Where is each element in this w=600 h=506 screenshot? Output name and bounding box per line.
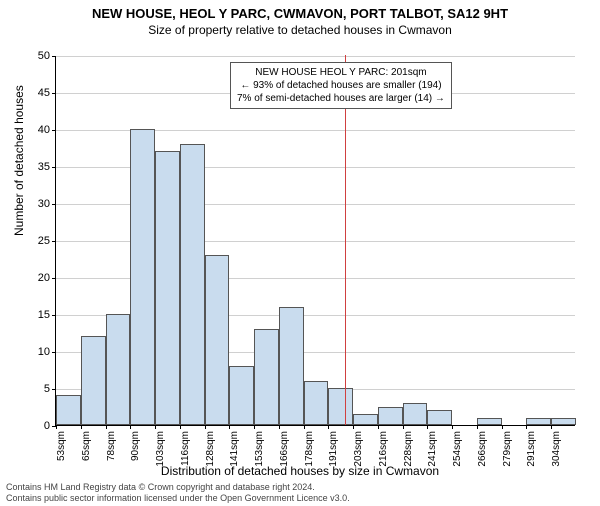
xtick-label: 166sqm	[279, 431, 290, 467]
ytick-mark	[52, 130, 56, 131]
xtick-label: 228sqm	[403, 431, 414, 467]
footer-line1: Contains HM Land Registry data © Crown c…	[6, 482, 350, 493]
x-axis-label: Distribution of detached houses by size …	[0, 464, 600, 478]
xtick-label: 216sqm	[378, 431, 389, 467]
xtick-mark	[205, 425, 206, 429]
ytick-mark	[52, 278, 56, 279]
xtick-mark	[452, 425, 453, 429]
info-line2: ← 93% of detached houses are smaller (19…	[237, 79, 445, 92]
footer-line2: Contains public sector information licen…	[6, 493, 350, 504]
ytick-mark	[52, 56, 56, 57]
chart-area: 0510152025303540455053sqm65sqm78sqm90sqm…	[55, 56, 575, 426]
xtick-label: 241sqm	[427, 431, 438, 467]
ytick-label: 35	[38, 161, 50, 173]
ytick-label: 50	[38, 50, 50, 62]
xtick-label: 178sqm	[304, 431, 315, 467]
xtick-mark	[477, 425, 478, 429]
xtick-label: 116sqm	[180, 431, 191, 466]
xtick-label: 279sqm	[502, 431, 513, 467]
bar	[526, 418, 551, 425]
xtick-label: 128sqm	[205, 431, 216, 467]
ytick-label: 25	[38, 235, 50, 247]
xtick-label: 203sqm	[353, 431, 364, 467]
bar	[229, 366, 254, 425]
xtick-mark	[81, 425, 82, 429]
ytick-label: 5	[44, 383, 50, 395]
bar	[328, 388, 353, 425]
plot: 0510152025303540455053sqm65sqm78sqm90sqm…	[55, 56, 575, 426]
xtick-label: 304sqm	[551, 431, 562, 467]
xtick-mark	[279, 425, 280, 429]
info-box: NEW HOUSE HEOL Y PARC: 201sqm← 93% of de…	[230, 62, 452, 109]
bar	[403, 403, 428, 425]
xtick-mark	[427, 425, 428, 429]
xtick-mark	[328, 425, 329, 429]
footer: Contains HM Land Registry data © Crown c…	[6, 482, 350, 504]
xtick-mark	[130, 425, 131, 429]
xtick-mark	[229, 425, 230, 429]
xtick-mark	[56, 425, 57, 429]
bar	[205, 255, 230, 425]
xtick-mark	[378, 425, 379, 429]
ytick-label: 10	[38, 346, 50, 358]
xtick-label: 254sqm	[452, 431, 463, 467]
bar	[130, 129, 155, 425]
ytick-mark	[52, 315, 56, 316]
bar	[353, 414, 378, 425]
xtick-label: 153sqm	[254, 431, 265, 467]
ytick-label: 45	[38, 87, 50, 99]
xtick-label: 191sqm	[328, 431, 339, 467]
bar	[378, 407, 403, 426]
xtick-mark	[304, 425, 305, 429]
xtick-mark	[353, 425, 354, 429]
page-title: NEW HOUSE, HEOL Y PARC, CWMAVON, PORT TA…	[0, 6, 600, 21]
reference-line	[345, 55, 346, 425]
ytick-mark	[52, 204, 56, 205]
xtick-mark	[180, 425, 181, 429]
xtick-label: 90sqm	[130, 431, 141, 461]
xtick-label: 291sqm	[526, 431, 537, 467]
bar	[155, 151, 180, 425]
xtick-mark	[106, 425, 107, 429]
ytick-mark	[52, 389, 56, 390]
xtick-label: 65sqm	[81, 431, 92, 461]
ytick-mark	[52, 93, 56, 94]
xtick-label: 141sqm	[229, 431, 240, 467]
xtick-mark	[254, 425, 255, 429]
bar	[81, 336, 106, 425]
xtick-label: 53sqm	[56, 431, 67, 461]
ytick-mark	[52, 241, 56, 242]
y-axis-label: Number of detached houses	[12, 85, 26, 236]
ytick-label: 20	[38, 272, 50, 284]
ytick-label: 40	[38, 124, 50, 136]
ytick-label: 0	[44, 420, 50, 432]
ytick-label: 30	[38, 198, 50, 210]
xtick-mark	[551, 425, 552, 429]
bar	[106, 314, 131, 425]
xtick-label: 266sqm	[477, 431, 488, 467]
page-subtitle: Size of property relative to detached ho…	[0, 23, 600, 37]
bar	[427, 410, 452, 425]
ytick-mark	[52, 167, 56, 168]
xtick-mark	[526, 425, 527, 429]
ytick-mark	[52, 352, 56, 353]
bar	[254, 329, 279, 425]
bar	[304, 381, 329, 425]
xtick-mark	[403, 425, 404, 429]
bar	[279, 307, 304, 425]
ytick-label: 15	[38, 309, 50, 321]
bar	[477, 418, 502, 425]
bar	[56, 395, 81, 425]
info-line1: NEW HOUSE HEOL Y PARC: 201sqm	[237, 66, 445, 79]
xtick-label: 103sqm	[155, 431, 166, 467]
xtick-label: 78sqm	[106, 431, 117, 461]
bar	[551, 418, 576, 425]
gridline	[56, 56, 575, 57]
xtick-mark	[502, 425, 503, 429]
info-line3: 7% of semi-detached houses are larger (1…	[237, 92, 445, 105]
bar	[180, 144, 205, 425]
xtick-mark	[155, 425, 156, 429]
